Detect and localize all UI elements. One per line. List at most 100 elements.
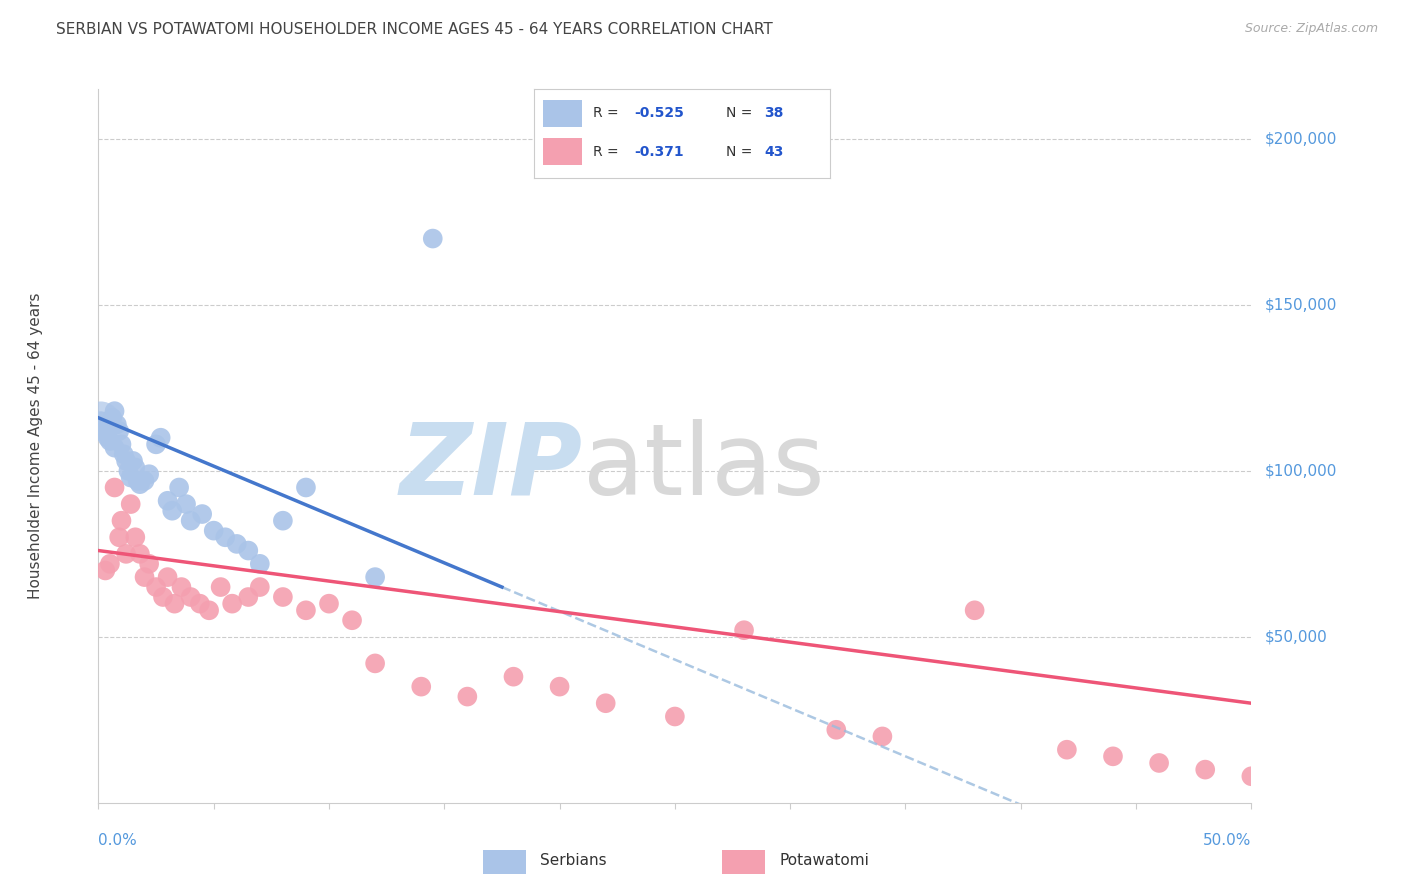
Point — [90, 414, 112, 428]
Point — [156, 493, 179, 508]
Bar — [484, 849, 526, 874]
Point — [120, 497, 142, 511]
Point — [188, 597, 211, 611]
Point — [180, 514, 202, 528]
Text: -0.525: -0.525 — [634, 106, 685, 120]
Point — [149, 431, 172, 445]
Point — [1056, 742, 1078, 756]
Text: $150,000: $150,000 — [1265, 297, 1337, 312]
Point — [238, 543, 260, 558]
Point — [129, 477, 152, 491]
Point — [163, 597, 186, 611]
Point — [103, 441, 125, 455]
Point — [122, 454, 145, 468]
Point — [124, 460, 146, 475]
Point — [110, 437, 132, 451]
Point — [664, 709, 686, 723]
Point — [91, 421, 114, 435]
Point — [733, 624, 755, 638]
Point — [271, 514, 294, 528]
Point — [160, 504, 183, 518]
Point — [120, 470, 142, 484]
Point — [364, 570, 387, 584]
Point — [1147, 756, 1170, 770]
Text: Serbians: Serbians — [540, 854, 607, 868]
Point — [117, 464, 139, 478]
Point — [825, 723, 848, 737]
Point — [422, 231, 444, 245]
Point — [174, 497, 197, 511]
Point — [108, 424, 131, 438]
Point — [145, 580, 167, 594]
Text: R =: R = — [593, 106, 623, 120]
Point — [138, 467, 160, 482]
Point — [548, 680, 571, 694]
Point — [221, 597, 243, 611]
Point — [209, 580, 232, 594]
Text: 38: 38 — [765, 106, 785, 120]
Point — [167, 481, 190, 495]
Text: ZIP: ZIP — [399, 419, 582, 516]
Point — [112, 447, 135, 461]
Point — [238, 590, 260, 604]
Text: -0.371: -0.371 — [634, 145, 685, 159]
Text: $50,000: $50,000 — [1265, 630, 1329, 644]
Point — [1102, 749, 1125, 764]
Point — [271, 590, 294, 604]
Point — [152, 590, 174, 604]
Point — [97, 431, 120, 445]
Point — [170, 580, 193, 594]
Text: N =: N = — [725, 106, 756, 120]
Bar — [723, 849, 765, 874]
Point — [103, 481, 125, 495]
Text: Householder Income Ages 45 - 64 years: Householder Income Ages 45 - 64 years — [28, 293, 42, 599]
Point — [249, 580, 271, 594]
Point — [127, 474, 149, 488]
Text: Source: ZipAtlas.com: Source: ZipAtlas.com — [1244, 22, 1378, 36]
Bar — [543, 138, 582, 165]
Text: atlas: atlas — [582, 419, 824, 516]
Text: 0.0%: 0.0% — [98, 833, 138, 848]
Text: 50.0%: 50.0% — [1204, 833, 1251, 848]
Point — [191, 507, 214, 521]
Point — [105, 417, 128, 432]
Point — [138, 557, 160, 571]
Point — [108, 530, 131, 544]
Point — [180, 590, 202, 604]
Point — [90, 414, 112, 428]
Text: 43: 43 — [765, 145, 785, 159]
Point — [145, 437, 167, 451]
Point — [98, 434, 121, 448]
Point — [202, 524, 225, 538]
Point — [456, 690, 478, 704]
Point — [502, 670, 524, 684]
Text: SERBIAN VS POTAWATOMI HOUSEHOLDER INCOME AGES 45 - 64 YEARS CORRELATION CHART: SERBIAN VS POTAWATOMI HOUSEHOLDER INCOME… — [56, 22, 773, 37]
Point — [1194, 763, 1216, 777]
Bar — [543, 100, 582, 127]
Point — [411, 680, 433, 694]
Point — [110, 514, 132, 528]
Point — [364, 657, 387, 671]
Point — [295, 481, 318, 495]
Text: $200,000: $200,000 — [1265, 131, 1337, 146]
Point — [1240, 769, 1263, 783]
Text: Potawatomi: Potawatomi — [779, 854, 869, 868]
Point — [115, 547, 138, 561]
Point — [134, 474, 156, 488]
Text: $100,000: $100,000 — [1265, 463, 1337, 478]
Point — [98, 557, 121, 571]
Point — [318, 597, 340, 611]
Point — [115, 454, 138, 468]
Point — [340, 613, 363, 627]
Point — [198, 603, 221, 617]
Point — [103, 404, 125, 418]
Point — [156, 570, 179, 584]
Point — [963, 603, 986, 617]
Text: N =: N = — [725, 145, 756, 159]
Point — [94, 424, 117, 438]
Point — [872, 730, 894, 744]
Point — [129, 547, 152, 561]
Point — [94, 564, 117, 578]
Point — [124, 530, 146, 544]
Point — [101, 410, 124, 425]
